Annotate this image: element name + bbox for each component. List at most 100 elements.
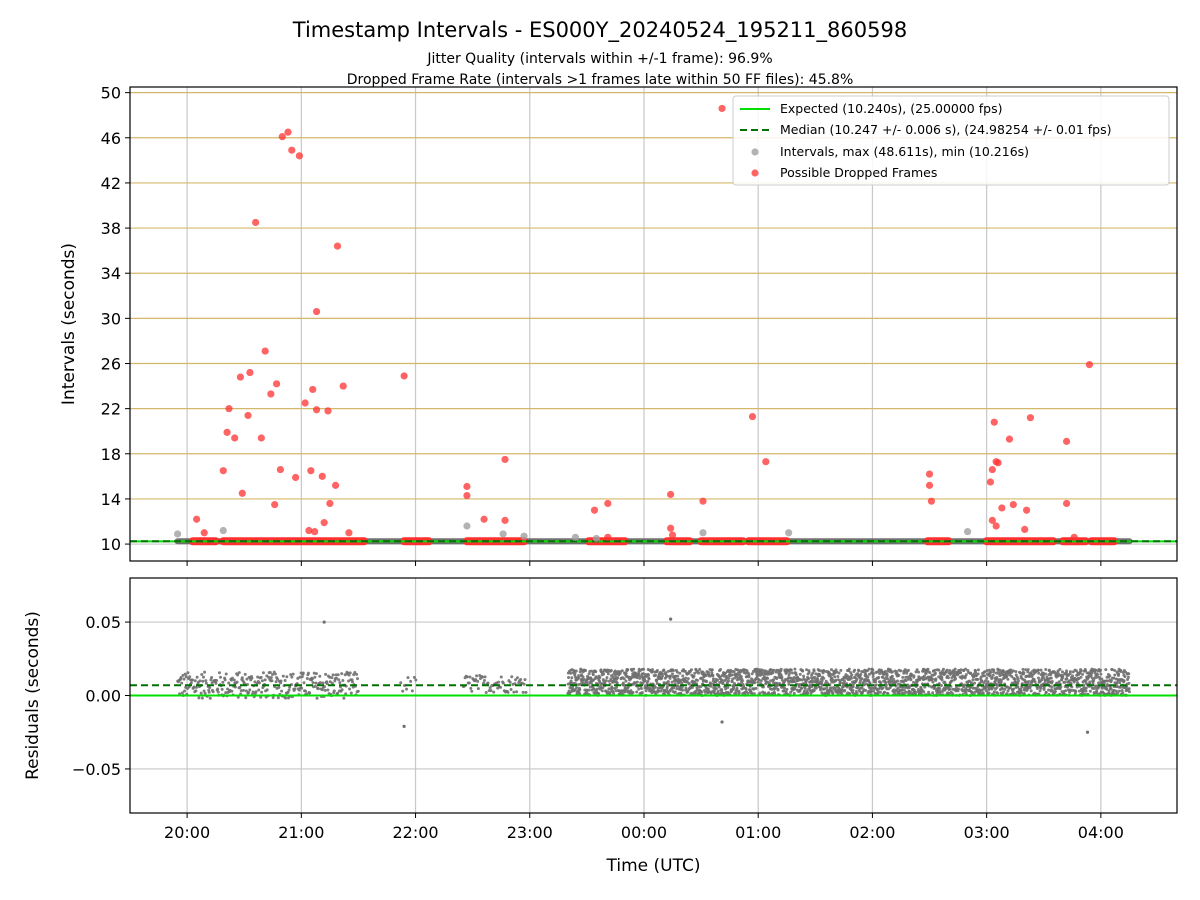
residual-point — [1050, 680, 1054, 684]
residual-point — [709, 684, 713, 688]
residual-point — [609, 677, 613, 681]
residual-point — [287, 688, 291, 692]
residual-point — [1074, 689, 1078, 693]
residual-point — [1099, 672, 1103, 676]
residual-point — [216, 690, 220, 694]
dropped-frame-point — [463, 482, 471, 491]
residual-point — [635, 676, 639, 680]
residual-point — [261, 671, 265, 675]
residual-point — [816, 678, 820, 682]
dropped-frame-point — [309, 385, 317, 394]
residual-point — [881, 675, 885, 679]
residual-point — [570, 676, 574, 680]
residual-point — [904, 690, 908, 694]
residual-point — [839, 668, 843, 672]
residual-point — [849, 676, 853, 680]
residual-point — [476, 687, 480, 691]
residual-point — [1077, 689, 1081, 693]
residual-point — [732, 681, 736, 685]
residual-point — [1094, 684, 1098, 688]
residual-point — [1090, 671, 1094, 675]
residual-point — [1026, 668, 1030, 672]
x-tick-label: 20:00 — [164, 823, 210, 842]
x-tick-label: 22:00 — [392, 823, 438, 842]
residual-point — [818, 674, 822, 678]
residual-point — [819, 686, 823, 690]
residual-point — [180, 681, 184, 685]
residual-point — [616, 676, 620, 680]
dropped-frame-point — [762, 458, 770, 466]
dropped-frame-point — [305, 526, 313, 535]
residual-outlier-point — [720, 720, 724, 724]
residual-point — [773, 692, 777, 696]
residual-point — [1032, 677, 1036, 681]
residual-point — [1126, 678, 1130, 682]
residual-point — [179, 675, 183, 679]
residual-point — [310, 677, 314, 681]
residual-point — [825, 686, 829, 690]
residual-point — [746, 691, 750, 695]
dropped-frame-point — [748, 412, 757, 421]
residual-point — [891, 670, 895, 674]
residual-point — [216, 687, 220, 691]
residual-point — [1113, 673, 1117, 677]
residual-point — [1000, 687, 1004, 691]
interval-point — [463, 522, 471, 530]
residual-point — [752, 692, 756, 696]
residual-point — [716, 678, 720, 682]
residual-point — [318, 674, 322, 678]
residual-point — [673, 690, 677, 694]
residual-point — [906, 675, 910, 679]
residual-point — [806, 691, 810, 695]
residual-point — [976, 672, 980, 676]
residual-point — [214, 681, 218, 685]
y-tick-label: 46 — [101, 129, 121, 148]
residual-point — [641, 672, 645, 676]
chart-title: Timestamp Intervals - ES000Y_20240524_19… — [292, 18, 907, 43]
residual-point — [1095, 673, 1099, 677]
residual-point — [945, 668, 949, 672]
residual-point — [866, 675, 870, 679]
residual-point — [314, 672, 318, 676]
residual-point — [813, 675, 817, 679]
residual-point — [692, 674, 696, 678]
residual-point — [899, 669, 903, 673]
residual-point — [607, 687, 611, 691]
intervals-axes-frame — [129, 86, 1178, 562]
residual-point — [1049, 673, 1053, 677]
residual-point — [948, 668, 952, 672]
residual-point — [676, 674, 680, 678]
dropped-frame-point — [699, 497, 707, 505]
residual-point — [519, 677, 523, 681]
residual-point — [635, 680, 639, 684]
residual-point — [1022, 671, 1026, 675]
residual-point — [776, 688, 780, 692]
residual-point — [671, 669, 675, 673]
residual-point — [486, 681, 490, 685]
dropped-frame-point — [246, 368, 254, 377]
residual-point — [779, 667, 783, 671]
residual-point — [787, 682, 791, 686]
residual-point — [207, 690, 211, 694]
residual-point — [906, 668, 910, 672]
residual-point — [259, 695, 263, 699]
residual-point — [288, 685, 292, 689]
residual-point — [798, 689, 802, 693]
residual-point — [284, 696, 288, 700]
residual-point — [681, 674, 685, 678]
residual-point — [193, 679, 197, 683]
residual-point — [940, 678, 944, 682]
residual-point — [409, 679, 413, 683]
residual-point — [678, 671, 682, 675]
residual-point — [843, 679, 847, 683]
residual-point — [1094, 668, 1098, 672]
residual-point — [347, 679, 351, 683]
residual-point — [647, 677, 651, 681]
residual-point — [1067, 679, 1071, 683]
residual-point — [499, 685, 503, 689]
dropped-frame-point — [272, 380, 281, 388]
dropped-frame-point — [1023, 506, 1031, 514]
residual-point — [236, 673, 240, 677]
residual-point — [1042, 676, 1046, 680]
residual-point — [639, 686, 643, 690]
